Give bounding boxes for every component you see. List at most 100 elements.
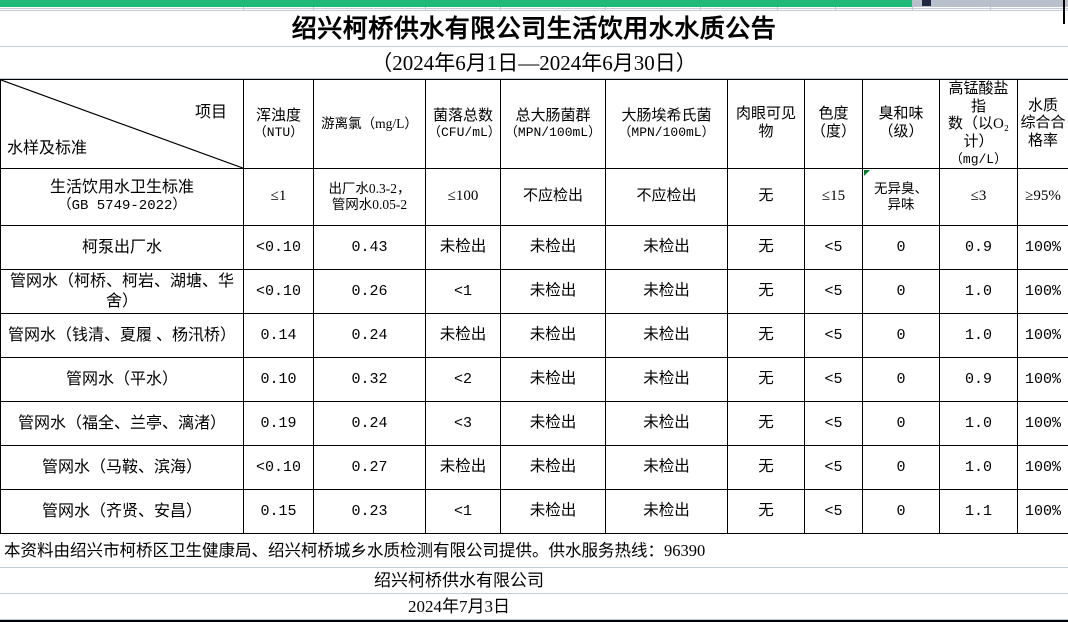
row-free-chlorine: 0.43 bbox=[314, 226, 426, 270]
header-ecoli: 大肠埃希氏菌 （MPN/100mL） bbox=[606, 80, 728, 169]
row-total-colony: <1 bbox=[426, 490, 501, 534]
row-permanganate: 1.0 bbox=[940, 314, 1018, 358]
header-free-chlorine: 游离氯（mg/L） bbox=[314, 80, 426, 169]
row-ecoli: 未检出 bbox=[606, 490, 728, 534]
header-ecoli-unit: （MPN/100mL） bbox=[608, 125, 725, 140]
standard-pass-rate: ≥95% bbox=[1018, 169, 1068, 226]
selection-handle[interactable] bbox=[922, 0, 931, 6]
row-sample-name: 柯泵出厂水 bbox=[1, 226, 244, 270]
footer-company: 绍兴柯桥供水有限公司 bbox=[0, 568, 1068, 594]
row-pass-rate: 100% bbox=[1018, 446, 1068, 490]
standard-ecoli: 不应检出 bbox=[606, 169, 728, 226]
row-free-chlorine: 0.24 bbox=[314, 402, 426, 446]
header-visible-matter-line1: 肉眼可见物 bbox=[730, 106, 802, 141]
header-pass-rate-line1: 水质 bbox=[1020, 98, 1066, 116]
row-turbidity: <0.10 bbox=[244, 270, 314, 314]
row-ecoli: 未检出 bbox=[606, 358, 728, 402]
row-total-coliform: 未检出 bbox=[501, 270, 606, 314]
header-odor-taste: 臭和味 （级） bbox=[863, 80, 940, 169]
row-total-coliform: 未检出 bbox=[501, 314, 606, 358]
row-total-colony: <1 bbox=[426, 270, 501, 314]
row-pass-rate: 100% bbox=[1018, 226, 1068, 270]
row-visible-matter: 无 bbox=[728, 490, 805, 534]
row-odor-taste: 0 bbox=[863, 358, 940, 402]
footer-company-text: 绍兴柯桥供水有限公司 bbox=[0, 568, 1068, 594]
standard-turbidity: ≤1 bbox=[244, 169, 314, 226]
row-total-coliform: 未检出 bbox=[501, 490, 606, 534]
footer-note: 本资料由绍兴市柯桥区卫生健康局、绍兴柯桥城乡水质检测有限公司提供。供水服务热线：… bbox=[0, 534, 1068, 568]
row-sample-name: 管网水（平水） bbox=[1, 358, 244, 402]
header-odor-taste-line1: 臭和味 bbox=[865, 106, 937, 124]
header-corner-cell: 水样及标准 项目 bbox=[1, 80, 244, 169]
header-permanganate: 高锰酸盐指 数（以O₂计） （mg/L） bbox=[940, 80, 1018, 169]
row-visible-matter: 无 bbox=[728, 314, 805, 358]
row-chroma: <5 bbox=[805, 226, 863, 270]
report-period: （2024年6月1日—2024年6月30日） bbox=[0, 47, 1068, 79]
row-total-coliform: 未检出 bbox=[501, 446, 606, 490]
header-total-coliform-unit: （MPN/100mL） bbox=[503, 125, 603, 140]
standard-free-chlorine-line2: 管网水0.05-2 bbox=[316, 197, 423, 213]
row-sample-name: 管网水（马鞍、滨海） bbox=[1, 446, 244, 490]
row-chroma: <5 bbox=[805, 314, 863, 358]
row-free-chlorine: 0.32 bbox=[314, 358, 426, 402]
corner-row-label: 水样及标准 bbox=[7, 140, 87, 159]
header-chroma-unit: （度） bbox=[807, 124, 860, 142]
standard-visible-matter: 无 bbox=[728, 169, 805, 226]
row-pass-rate: 100% bbox=[1018, 490, 1068, 534]
row-chroma: <5 bbox=[805, 270, 863, 314]
header-turbidity: 浑浊度 （NTU） bbox=[244, 80, 314, 169]
row-chroma: <5 bbox=[805, 358, 863, 402]
selection-green-bar bbox=[0, 0, 912, 7]
row-ecoli: 未检出 bbox=[606, 270, 728, 314]
standard-total-coliform: 不应检出 bbox=[501, 169, 606, 226]
header-permanganate-line1: 高锰酸盐指 bbox=[942, 81, 1015, 116]
row-odor-taste: 0 bbox=[863, 314, 940, 358]
header-total-colony: 菌落总数 （CFU/mL） bbox=[426, 80, 501, 169]
row-odor-taste: 0 bbox=[863, 402, 940, 446]
row-odor-taste: 0 bbox=[863, 446, 940, 490]
row-permanganate: 0.9 bbox=[940, 226, 1018, 270]
row-ecoli: 未检出 bbox=[606, 314, 728, 358]
header-chroma: 色度 （度） bbox=[805, 80, 863, 169]
row-total-colony: 未检出 bbox=[426, 314, 501, 358]
row-pass-rate: 100% bbox=[1018, 270, 1068, 314]
standard-free-chlorine: 出厂水0.3-2， 管网水0.05-2 bbox=[314, 169, 426, 226]
header-free-chlorine-line1: 游离氯（mg/L） bbox=[316, 116, 423, 132]
header-total-coliform: 总大肠菌群 （MPN/100mL） bbox=[501, 80, 606, 169]
standard-odor-taste-line2: 异味 bbox=[865, 197, 937, 213]
report-title: 绍兴柯桥供水有限公司生活饮用水水质公告 bbox=[0, 10, 1068, 47]
table-row: 管网水（齐贤、安昌） 0.15 0.23 <1 未检出 未检出 无 <5 0 1… bbox=[1, 490, 1068, 534]
table-row: 管网水（柯桥、柯岩、湖塘、华舍） <0.10 0.26 <1 未检出 未检出 无… bbox=[1, 270, 1068, 314]
row-total-colony: 未检出 bbox=[426, 446, 501, 490]
header-total-coliform-line1: 总大肠菌群 bbox=[503, 108, 603, 126]
row-pass-rate: 100% bbox=[1018, 358, 1068, 402]
row-chroma: <5 bbox=[805, 490, 863, 534]
water-quality-report: 绍兴柯桥供水有限公司生活饮用水水质公告 （2024年6月1日—2024年6月30… bbox=[0, 10, 1068, 622]
row-turbidity: 0.10 bbox=[244, 358, 314, 402]
row-free-chlorine: 0.23 bbox=[314, 490, 426, 534]
row-free-chlorine: 0.24 bbox=[314, 314, 426, 358]
row-chroma: <5 bbox=[805, 402, 863, 446]
table-row: 管网水（马鞍、滨海） <0.10 0.27 未检出 未检出 未检出 无 <5 0… bbox=[1, 446, 1068, 490]
header-chroma-line1: 色度 bbox=[807, 106, 860, 124]
row-permanganate: 1.0 bbox=[940, 446, 1018, 490]
row-turbidity: 0.15 bbox=[244, 490, 314, 534]
header-ecoli-line1: 大肠埃希氏菌 bbox=[608, 108, 725, 126]
standard-odor-taste: 无异臭、 异味 bbox=[863, 169, 940, 226]
row-permanganate: 1.0 bbox=[940, 402, 1018, 446]
water-quality-table: 水样及标准 项目 浑浊度 （NTU） 游离氯（mg/L） 菌落总数 （CFU/m… bbox=[0, 79, 1068, 534]
standard-permanganate: ≤3 bbox=[940, 169, 1018, 226]
row-odor-taste: 0 bbox=[863, 490, 940, 534]
row-permanganate: 1.1 bbox=[940, 490, 1018, 534]
footer-date-text: 2024年7月3日 bbox=[0, 594, 1068, 620]
row-pass-rate: 100% bbox=[1018, 402, 1068, 446]
row-free-chlorine: 0.26 bbox=[314, 270, 426, 314]
row-visible-matter: 无 bbox=[728, 226, 805, 270]
row-odor-taste: 0 bbox=[863, 270, 940, 314]
header-turbidity-line1: 浑浊度 bbox=[246, 108, 311, 126]
row-sample-name: 管网水（钱清、夏履 、杨汛桥） bbox=[1, 314, 244, 358]
standard-row: 生活饮用水卫生标准 （GB 5749-2022） ≤1 出厂水0.3-2， 管网… bbox=[1, 169, 1068, 226]
row-total-colony: <3 bbox=[426, 402, 501, 446]
standard-name-line2: （GB 5749-2022） bbox=[3, 198, 241, 215]
row-total-colony: <2 bbox=[426, 358, 501, 402]
